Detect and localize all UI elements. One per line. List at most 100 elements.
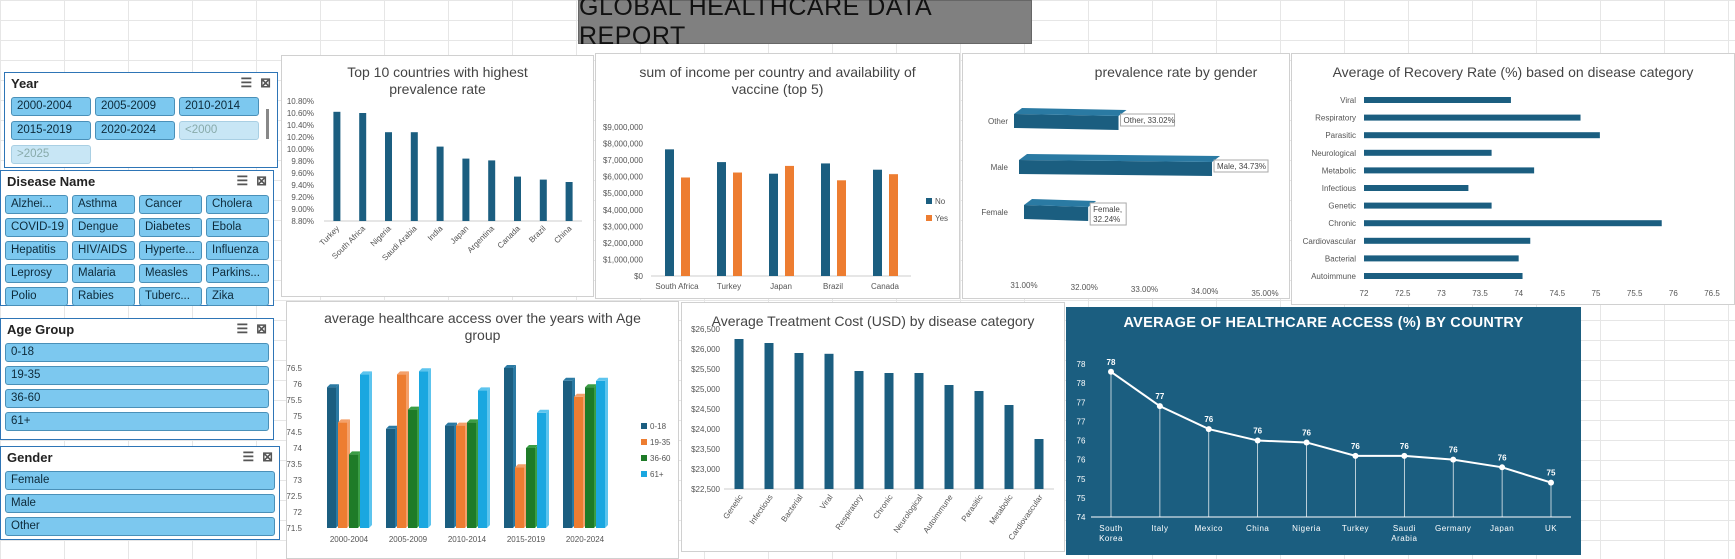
multi-select-icon[interactable]: ☰ <box>236 321 249 336</box>
slicer-item-disease[interactable]: Asthma <box>72 195 135 214</box>
slicer-item-disease[interactable]: Cancer <box>139 195 202 214</box>
legend-swatch <box>926 215 932 221</box>
bar <box>359 113 367 221</box>
bar-top <box>526 445 538 448</box>
clear-filter-icon[interactable]: ⊠ <box>260 75 271 90</box>
gender-slicer[interactable]: Gender ☰ ⊠ Female Male Other <box>0 446 280 540</box>
clear-filter-icon[interactable]: ⊠ <box>256 321 267 336</box>
bar <box>349 454 358 528</box>
x-tick-label: South <box>1099 524 1122 533</box>
x-tick-label: 32.00% <box>1071 283 1098 292</box>
slicer-item-disease[interactable]: Hyperte... <box>139 241 202 260</box>
bar <box>574 396 583 528</box>
slicer-item-disease[interactable]: COVID-19 <box>5 218 68 237</box>
slicer-item-other[interactable]: Other <box>5 517 275 536</box>
slicer-item-disease[interactable]: Measles <box>139 264 202 283</box>
data-point <box>1450 456 1457 463</box>
slicer-item-disease[interactable]: HIV/AIDS <box>72 241 135 260</box>
slicer-item-age-0-18[interactable]: 0-18 <box>5 343 269 362</box>
slicer-item-disease[interactable]: Ebola <box>206 218 269 237</box>
clear-filter-icon[interactable]: ⊠ <box>262 449 273 464</box>
bar-side <box>428 368 431 528</box>
clear-filter-icon[interactable]: ⊠ <box>256 173 267 188</box>
y-tick-label: $6,000,000 <box>603 173 644 182</box>
y-tick-label: 74 <box>293 444 302 453</box>
y-tick-label: 10.60% <box>287 109 314 118</box>
slicer-item-2000-2004[interactable]: 2000-2004 <box>11 97 91 116</box>
x-tick-label: 73.5 <box>1472 289 1488 298</box>
bar <box>397 374 406 528</box>
slicer-item-disease[interactable]: Alzhei... <box>5 195 68 214</box>
slicer-item-disease[interactable]: Dengue <box>72 218 135 237</box>
bar <box>681 177 690 276</box>
bar <box>1364 132 1600 139</box>
bar <box>563 380 572 528</box>
legend-label: 36-60 <box>650 454 671 463</box>
slicer-item-disease[interactable]: Influenza <box>206 241 269 260</box>
slicer-item-age-61-plus[interactable]: 61+ <box>5 412 269 431</box>
y-tick-label: $8,000,000 <box>603 140 644 149</box>
y-tick-label: 10.00% <box>287 145 314 154</box>
legend-label: 61+ <box>650 470 664 479</box>
chart-title: Average of Recovery Rate (%) based on di… <box>1332 64 1694 80</box>
y-tick-label: Other <box>988 117 1008 126</box>
data-label: 76 <box>1351 442 1360 451</box>
slicer-item-2020-2024[interactable]: 2020-2024 <box>95 121 175 140</box>
data-label: 76 <box>1302 428 1311 437</box>
y-tick-label: $1,000,000 <box>603 255 644 264</box>
slicer-item-disease[interactable]: Hepatitis <box>5 241 68 260</box>
x-tick-label: Japan <box>770 282 792 291</box>
y-tick-label: Viral <box>1340 96 1356 105</box>
slicer-item-2015-2019[interactable]: 2015-2019 <box>11 121 91 140</box>
slicer-item-disease[interactable]: Cholera <box>206 195 269 214</box>
multi-select-icon[interactable]: ☰ <box>236 173 249 188</box>
slicer-item-age-19-35[interactable]: 19-35 <box>5 366 269 385</box>
bar <box>914 373 924 489</box>
x-tick-label: UK <box>1545 524 1557 533</box>
series-line <box>1110 370 1552 484</box>
bar <box>944 385 954 489</box>
slicer-item-male[interactable]: Male <box>5 494 275 513</box>
bar <box>1364 149 1492 156</box>
slicer-item-disease[interactable]: Zika <box>206 287 269 306</box>
y-tick-label: 73.5 <box>287 460 303 469</box>
x-tick-label: Neurological <box>892 493 925 535</box>
multi-select-icon[interactable]: ☰ <box>240 75 253 90</box>
bar <box>1364 167 1535 174</box>
chart-title: AVERAGE OF HEALTHCARE ACCESS (%) BY COUN… <box>1123 315 1524 331</box>
y-tick-label: 71.5 <box>287 524 303 533</box>
year-slicer[interactable]: Year ☰ ⊠ 2000-2004 2005-2009 2010-2014 20… <box>4 72 278 168</box>
prevalence-top10-panel: Top 10 countries with highest prevalence… <box>281 55 594 297</box>
y-tick-label: $24,500 <box>691 405 720 414</box>
slicer-item-2005-2009[interactable]: 2005-2009 <box>95 97 175 116</box>
slicer-scrollbar[interactable] <box>266 109 269 139</box>
y-tick-label: Genetic <box>1328 202 1356 211</box>
y-tick-label: Female <box>981 208 1008 217</box>
y-tick-label: Infectious <box>1322 184 1356 193</box>
slicer-item-disease[interactable]: Parkins... <box>206 264 269 283</box>
slicer-item-age-36-60[interactable]: 36-60 <box>5 389 269 408</box>
slicer-item-before-2000[interactable]: <2000 <box>179 121 259 140</box>
slicer-item-disease[interactable]: Malaria <box>72 264 135 283</box>
age-group-slicer[interactable]: Age Group ☰ ⊠ 0-18 19-35 36-60 61+ <box>0 318 274 440</box>
x-tick-label: 74.5 <box>1550 289 1566 298</box>
slicer-item-disease[interactable]: Diabetes <box>139 218 202 237</box>
disease-slicer[interactable]: Disease Name ☰ ⊠ Alzhei... Asthma Cancer Cho… <box>0 170 274 306</box>
slicer-item-disease[interactable]: Leprosy <box>5 264 68 283</box>
slicer-item-female[interactable]: Female <box>5 471 275 490</box>
y-tick-label: 77 <box>1077 398 1086 407</box>
access-country-panel: AVERAGE OF HEALTHCARE ACCESS (%) BY COUN… <box>1066 307 1581 555</box>
slicer-item-disease[interactable]: Polio <box>5 287 68 306</box>
bar <box>854 371 864 489</box>
x-tick-label: Turkey <box>318 224 341 247</box>
slicer-item-after-2025[interactable]: >2025 <box>11 145 91 164</box>
slicer-item-2010-2014[interactable]: 2010-2014 <box>179 97 259 116</box>
y-tick-label: 74.5 <box>287 428 303 437</box>
legend-swatch <box>641 455 647 461</box>
bar <box>794 353 804 489</box>
slicer-item-disease[interactable]: Rabies <box>72 287 135 306</box>
slicer-item-disease[interactable]: Tuberc... <box>139 287 202 306</box>
bar <box>1364 237 1531 244</box>
bar-top <box>327 384 339 388</box>
multi-select-icon[interactable]: ☰ <box>242 449 255 464</box>
